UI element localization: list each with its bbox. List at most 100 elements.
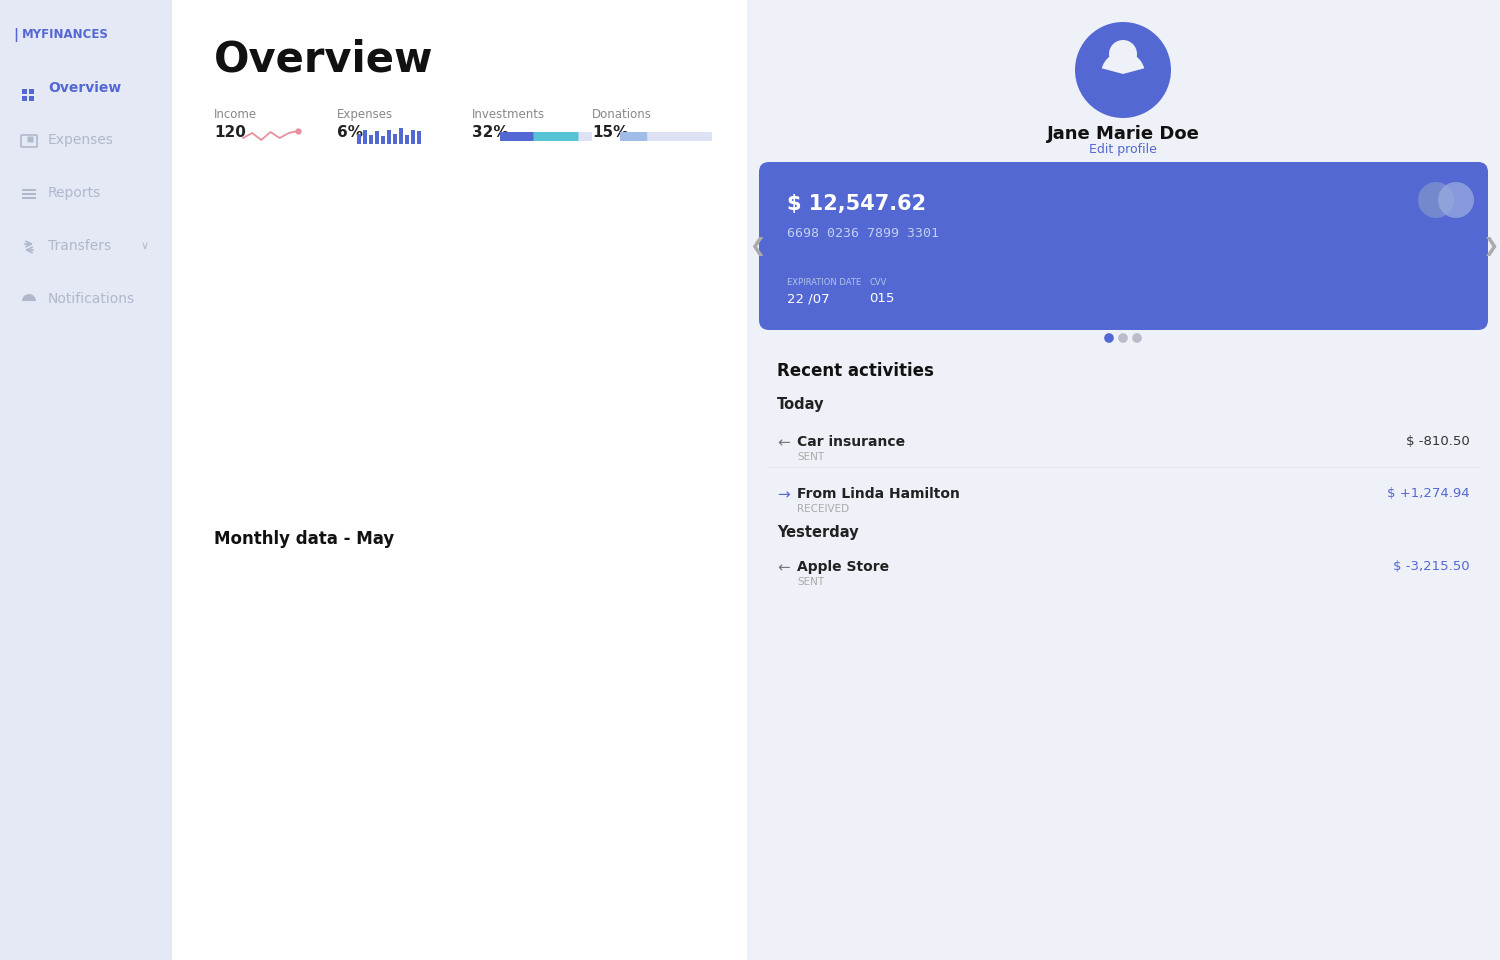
FancyBboxPatch shape xyxy=(21,96,27,102)
Text: Overview: Overview xyxy=(214,38,434,80)
FancyBboxPatch shape xyxy=(393,134,398,144)
Text: Transfers: Transfers xyxy=(48,239,111,253)
Wedge shape xyxy=(234,693,312,774)
Text: Overview: Overview xyxy=(48,81,122,95)
FancyBboxPatch shape xyxy=(363,130,368,144)
Text: 6698 0236 7899 3301: 6698 0236 7899 3301 xyxy=(788,227,939,240)
Text: Expenses: Expenses xyxy=(338,108,393,121)
Text: ∨: ∨ xyxy=(141,241,148,251)
Text: ←: ← xyxy=(777,560,789,575)
Text: RECEIVED: RECEIVED xyxy=(796,504,849,514)
FancyBboxPatch shape xyxy=(172,0,747,960)
FancyBboxPatch shape xyxy=(387,130,392,144)
Text: →: → xyxy=(777,487,789,502)
Text: Apple Store: Apple Store xyxy=(796,560,889,574)
Wedge shape xyxy=(530,735,556,788)
Text: ←: ← xyxy=(777,435,789,450)
Wedge shape xyxy=(476,682,638,844)
Wedge shape xyxy=(234,694,370,830)
Circle shape xyxy=(1418,182,1454,218)
FancyBboxPatch shape xyxy=(28,96,34,102)
FancyBboxPatch shape xyxy=(381,136,386,144)
Text: $ 12,547.62: $ 12,547.62 xyxy=(788,194,926,214)
FancyBboxPatch shape xyxy=(747,0,1500,960)
Text: SENT: SENT xyxy=(796,577,824,587)
Text: EXPIRATION DATE: EXPIRATION DATE xyxy=(788,278,861,287)
Text: ❯: ❯ xyxy=(1482,236,1498,255)
Wedge shape xyxy=(503,708,609,817)
FancyBboxPatch shape xyxy=(500,132,534,141)
Text: Recent activities: Recent activities xyxy=(777,362,934,380)
Text: Monthly data - May: Monthly data - May xyxy=(214,530,394,548)
Bar xyxy=(672,296,717,511)
Circle shape xyxy=(1132,334,1142,342)
Text: Technology: Technology xyxy=(368,687,426,697)
FancyBboxPatch shape xyxy=(500,132,579,141)
Text: Yesterday: Yesterday xyxy=(777,525,858,540)
Circle shape xyxy=(1119,334,1126,342)
FancyBboxPatch shape xyxy=(620,132,712,141)
Text: Jane Marie Doe: Jane Marie Doe xyxy=(1047,125,1200,143)
Text: 6%: 6% xyxy=(338,125,363,140)
FancyBboxPatch shape xyxy=(417,131,422,144)
Circle shape xyxy=(1106,334,1113,342)
Circle shape xyxy=(1438,182,1474,218)
Text: Reports: Reports xyxy=(48,186,102,200)
Text: |: | xyxy=(13,28,24,42)
Text: Income: Income xyxy=(214,108,256,121)
Text: SENT: SENT xyxy=(796,452,824,462)
Text: Today: Today xyxy=(777,397,825,412)
Bar xyxy=(586,304,632,511)
Wedge shape xyxy=(530,735,584,789)
Bar xyxy=(328,373,374,511)
Wedge shape xyxy=(448,654,556,782)
Text: Expenses: Expenses xyxy=(48,133,114,147)
Wedge shape xyxy=(22,294,36,301)
Text: 22 /07: 22 /07 xyxy=(788,292,830,305)
Bar xyxy=(242,421,286,511)
FancyBboxPatch shape xyxy=(369,135,374,144)
FancyBboxPatch shape xyxy=(28,88,34,94)
FancyBboxPatch shape xyxy=(411,130,416,144)
FancyBboxPatch shape xyxy=(375,131,380,144)
FancyBboxPatch shape xyxy=(759,162,1488,330)
Text: $ -3,215.50: $ -3,215.50 xyxy=(1394,560,1470,573)
Text: Notifications: Notifications xyxy=(48,292,135,306)
Text: Donations: Donations xyxy=(592,108,652,121)
FancyBboxPatch shape xyxy=(22,193,36,195)
FancyBboxPatch shape xyxy=(405,135,410,144)
Text: Car insurance: Car insurance xyxy=(796,435,904,449)
Text: From Linda Hamilton: From Linda Hamilton xyxy=(796,487,960,501)
Text: 32%: 32% xyxy=(472,125,508,140)
Text: Leisure & culture: Leisure & culture xyxy=(338,714,426,724)
FancyBboxPatch shape xyxy=(27,136,33,142)
Wedge shape xyxy=(1101,52,1144,74)
Bar xyxy=(414,315,459,511)
FancyBboxPatch shape xyxy=(0,0,172,960)
Text: Cards: Cards xyxy=(777,168,831,186)
Wedge shape xyxy=(476,682,582,844)
Text: Expenses: Expenses xyxy=(333,690,423,723)
FancyBboxPatch shape xyxy=(21,88,27,94)
Text: 015: 015 xyxy=(868,292,894,305)
Text: ❮: ❮ xyxy=(748,236,765,255)
Text: Income: Income xyxy=(206,801,276,830)
FancyBboxPatch shape xyxy=(620,132,646,141)
Circle shape xyxy=(1076,22,1172,118)
Text: Restaurants: Restaurants xyxy=(363,741,426,751)
Text: 120: 120 xyxy=(214,125,246,140)
FancyBboxPatch shape xyxy=(399,128,404,144)
Text: CVV: CVV xyxy=(868,278,886,287)
FancyBboxPatch shape xyxy=(22,189,36,191)
Wedge shape xyxy=(503,708,610,817)
Text: Household expenses: Household expenses xyxy=(318,660,426,669)
Wedge shape xyxy=(448,654,666,872)
Circle shape xyxy=(1108,40,1137,68)
Text: Edit profile: Edit profile xyxy=(1089,143,1156,156)
Text: 15%: 15% xyxy=(592,125,628,140)
Text: $ -810.50: $ -810.50 xyxy=(1407,435,1470,448)
FancyBboxPatch shape xyxy=(357,134,362,144)
FancyBboxPatch shape xyxy=(22,197,36,199)
Text: MYFINANCES: MYFINANCES xyxy=(22,28,110,41)
Text: Investments: Investments xyxy=(472,108,544,121)
